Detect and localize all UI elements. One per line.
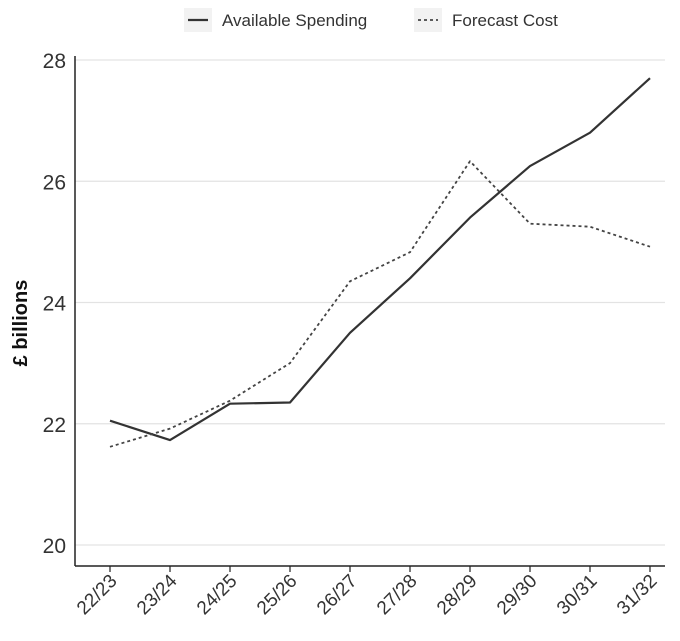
x-tick-label: 31/32 xyxy=(613,571,661,619)
y-axis-title: £ billions xyxy=(10,280,32,367)
x-tick-label: 29/30 xyxy=(493,571,541,619)
x-tick-label: 23/24 xyxy=(133,570,182,619)
x-tick-label: 22/23 xyxy=(73,571,121,619)
x-tick-label: 25/26 xyxy=(253,571,301,619)
series-layer xyxy=(109,77,651,448)
x-tick-label: 30/31 xyxy=(553,571,601,619)
y-tick-label: 26 xyxy=(43,171,66,194)
legend-label-0: Available Spending xyxy=(222,11,367,30)
legend: Available Spending Forecast Cost xyxy=(184,8,558,32)
x-tick-label: 24/25 xyxy=(193,571,241,619)
x-tick-label: 26/27 xyxy=(313,571,361,619)
y-tick-label: 24 xyxy=(43,293,67,316)
grid-lines xyxy=(75,59,665,546)
axes xyxy=(74,56,665,572)
y-tick-label: 22 xyxy=(43,414,66,437)
y-tick-label: 28 xyxy=(43,50,66,73)
x-tick-label: 28/29 xyxy=(433,571,481,619)
series-line-0 xyxy=(109,77,651,442)
x-tick-label: 27/28 xyxy=(373,571,421,619)
y-tick-label: 20 xyxy=(43,535,66,558)
axis-labels: 20 22 24 26 28 22/23 23/24 24/25 25/26 26/27 27/28… xyxy=(10,50,662,619)
series-line-1 xyxy=(109,160,651,448)
legend-label-1: Forecast Cost xyxy=(452,11,558,30)
